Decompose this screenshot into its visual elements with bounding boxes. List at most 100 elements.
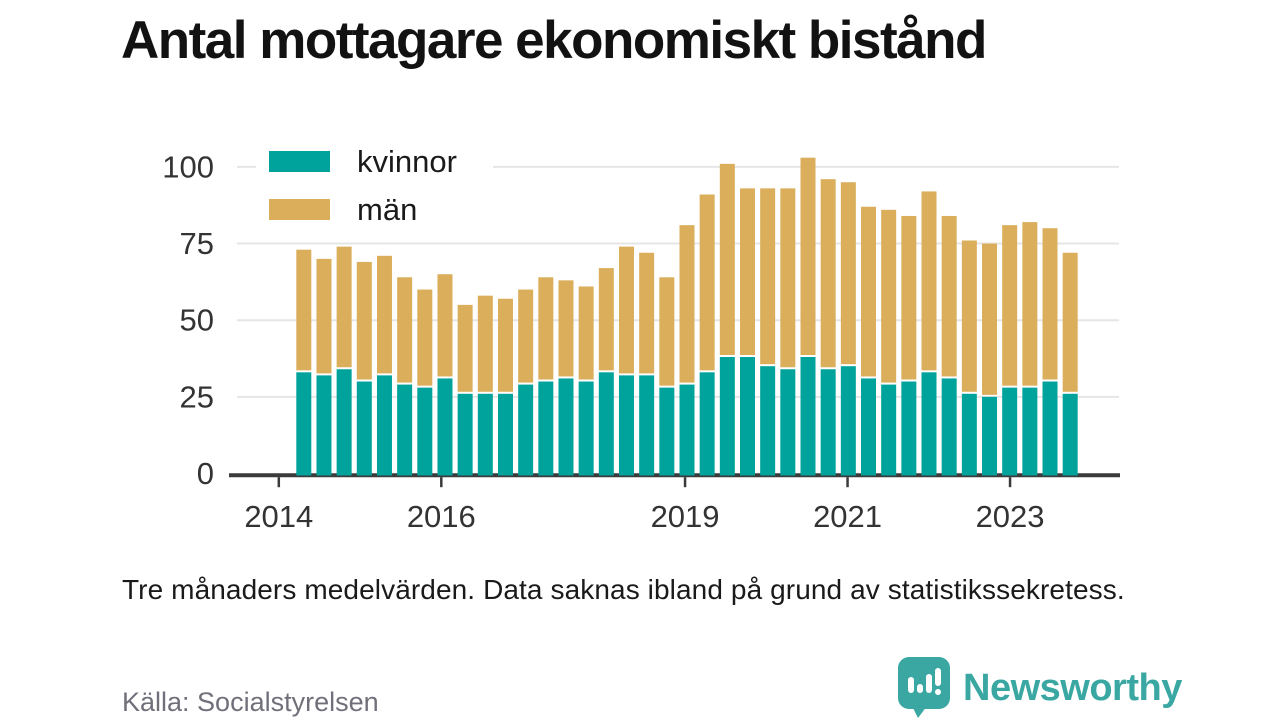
bar-segment-kvinnor bbox=[558, 378, 574, 476]
bar-segment-man bbox=[881, 209, 897, 383]
x-tick-label: 2019 bbox=[651, 499, 720, 534]
bar-segment-man bbox=[578, 286, 594, 380]
bar-segment-man bbox=[760, 188, 776, 365]
y-tick-label: 75 bbox=[180, 226, 214, 261]
bar-segment-man bbox=[961, 240, 977, 392]
bar-segment-man bbox=[1042, 228, 1058, 380]
bar-segment-kvinnor bbox=[941, 378, 957, 476]
bar-segment-kvinnor bbox=[376, 375, 392, 476]
bar-segment-man bbox=[618, 246, 634, 374]
newsworthy-bubble-icon bbox=[898, 657, 950, 718]
y-tick-label: 0 bbox=[197, 456, 214, 491]
legend-label-kvinnor: kvinnor bbox=[357, 143, 457, 179]
legend-item-man: män bbox=[269, 185, 493, 233]
bar-segment-kvinnor bbox=[639, 375, 655, 476]
bar-segment-kvinnor bbox=[397, 384, 413, 476]
x-tick-label: 2016 bbox=[407, 499, 476, 534]
bar-segment-man bbox=[639, 252, 655, 374]
bar-segment-kvinnor bbox=[780, 369, 796, 476]
legend-item-kvinnor: kvinnor bbox=[269, 137, 493, 185]
bar-segment-kvinnor bbox=[356, 381, 372, 476]
bar-segment-kvinnor bbox=[1042, 381, 1058, 476]
bar-segment-kvinnor bbox=[336, 369, 352, 476]
legend-swatch-kvinnor bbox=[269, 150, 330, 172]
bar-segment-kvinnor bbox=[982, 396, 998, 476]
bar-segment-man bbox=[558, 280, 574, 377]
source-text: Källa: Socialstyrelsen bbox=[122, 687, 379, 717]
bar-segment-man bbox=[659, 277, 675, 386]
bar-segment-man bbox=[336, 246, 352, 368]
legend-label-man: män bbox=[357, 191, 418, 227]
bar-segment-man bbox=[861, 206, 877, 377]
bar-segment-kvinnor bbox=[497, 393, 513, 476]
bar-segment-kvinnor bbox=[800, 356, 816, 476]
bar-segment-kvinnor bbox=[296, 372, 312, 476]
y-tick-label: 25 bbox=[180, 379, 214, 414]
bar-segment-man bbox=[497, 298, 513, 392]
x-tick-label: 2023 bbox=[976, 499, 1045, 534]
bar-segment-kvinnor bbox=[679, 384, 695, 476]
bar-segment-kvinnor bbox=[739, 356, 755, 476]
bar-segment-man bbox=[296, 249, 312, 371]
bar-segment-kvinnor bbox=[578, 381, 594, 476]
y-tick-label: 100 bbox=[162, 149, 214, 184]
bar-segment-kvinnor bbox=[618, 375, 634, 476]
chart-title: Antal mottagare ekonomiskt bistånd bbox=[121, 11, 987, 70]
bar-segment-man bbox=[800, 157, 816, 355]
bar-segment-kvinnor bbox=[881, 384, 897, 476]
bar-segment-kvinnor bbox=[457, 393, 473, 476]
bar-segment-man bbox=[397, 277, 413, 383]
bar-segment-kvinnor bbox=[437, 378, 453, 476]
bar-segment-kvinnor bbox=[659, 387, 675, 476]
stacked-bar-chart: 0 25 50 75 100 2014 2016 2019 2021 2023 bbox=[162, 149, 1120, 534]
x-tick-label: 2021 bbox=[813, 499, 882, 534]
bar-segment-kvinnor bbox=[861, 378, 877, 476]
bar-segment-kvinnor bbox=[316, 375, 332, 476]
legend-swatch-man bbox=[269, 198, 330, 220]
bar-segment-man bbox=[538, 277, 554, 380]
bar-segment-man bbox=[699, 194, 715, 371]
bar-segment-man bbox=[982, 243, 998, 395]
bar-segment-man bbox=[901, 215, 917, 380]
bar-segment-man bbox=[356, 261, 372, 380]
brand-name: Newsworthy bbox=[963, 667, 1182, 709]
bar-segment-man bbox=[376, 255, 392, 374]
bar-segment-man bbox=[1062, 252, 1078, 392]
bar-segment-kvinnor bbox=[760, 366, 776, 476]
y-tick-label: 50 bbox=[180, 303, 214, 338]
bar-segment-man bbox=[437, 274, 453, 377]
bar-segment-kvinnor bbox=[901, 381, 917, 476]
bar-segment-kvinnor bbox=[417, 387, 433, 476]
chart-caption: Tre månaders medelvärden. Data saknas ib… bbox=[122, 574, 1125, 605]
bar-segment-kvinnor bbox=[719, 356, 735, 476]
bar-segment-man bbox=[921, 191, 937, 371]
bar-segment-kvinnor bbox=[699, 372, 715, 476]
bar-segment-man bbox=[1022, 222, 1038, 386]
bar-segment-man bbox=[1002, 225, 1018, 386]
bar-segment-man bbox=[739, 188, 755, 355]
bar-segment-kvinnor bbox=[477, 393, 493, 476]
bar-segment-man bbox=[679, 225, 695, 383]
bar-segment-man bbox=[719, 163, 735, 355]
bar-segment-man bbox=[941, 215, 957, 377]
bar-segment-man bbox=[477, 295, 493, 392]
bar-segment-kvinnor bbox=[518, 384, 534, 476]
bar-segment-kvinnor bbox=[538, 381, 554, 476]
bar-segment-man bbox=[417, 289, 433, 386]
newsworthy-logo: Newsworthy bbox=[897, 656, 1182, 719]
bar-segment-kvinnor bbox=[1002, 387, 1018, 476]
bar-segment-kvinnor bbox=[1022, 387, 1038, 476]
bar-segment-man bbox=[820, 179, 836, 368]
bar-segment-kvinnor bbox=[921, 372, 937, 476]
bar-segment-man bbox=[780, 188, 796, 368]
bar-segment-kvinnor bbox=[961, 393, 977, 476]
bar-segment-kvinnor bbox=[1062, 393, 1078, 476]
bar-segment-kvinnor bbox=[840, 366, 856, 476]
bar-segment-kvinnor bbox=[598, 372, 614, 476]
bar-segment-man bbox=[598, 268, 614, 371]
x-tick-label: 2014 bbox=[244, 499, 313, 534]
bar-segment-man bbox=[316, 258, 332, 374]
bar-segment-man bbox=[518, 289, 534, 383]
bar-segment-man bbox=[457, 304, 473, 392]
